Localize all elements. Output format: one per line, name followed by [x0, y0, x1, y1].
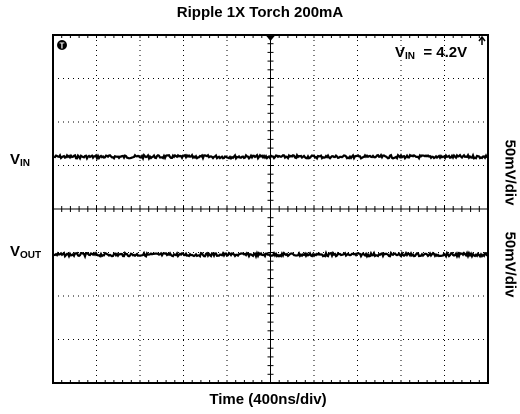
trigger-marker-icon [57, 40, 67, 50]
vin-annotation: VIN = 4.2V [395, 44, 468, 62]
grid-lines [53, 35, 488, 383]
plot-frame [52, 34, 489, 384]
markers: T [57, 35, 486, 51]
chart-title: Ripple 1X Torch 200mA [176, 4, 344, 21]
trigger-marker-label: T [60, 42, 65, 51]
trigger-position-icon [265, 35, 276, 41]
trace-vin [53, 152, 488, 162]
trigger-level-arrow [478, 35, 486, 42]
series-label-vout: VOUT [10, 243, 42, 262]
scale-label-vin: 50mV/div [501, 139, 519, 206]
trace-vout [53, 250, 489, 260]
series-label-vin: VIN [10, 151, 31, 170]
scale-label-vout: 50mV/div [501, 231, 519, 298]
traces [53, 152, 489, 260]
center-axes [52, 34, 489, 384]
x-axis-label: Time (400ns/div) [209, 391, 327, 408]
